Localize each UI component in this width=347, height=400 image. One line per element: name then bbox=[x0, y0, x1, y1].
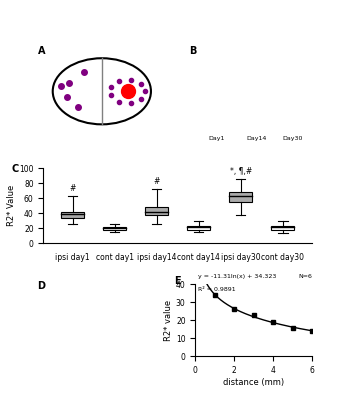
FancyBboxPatch shape bbox=[61, 212, 84, 218]
FancyBboxPatch shape bbox=[145, 207, 168, 215]
Text: Day1: Day1 bbox=[208, 136, 225, 141]
Text: A: A bbox=[37, 46, 45, 56]
Text: Day30: Day30 bbox=[282, 136, 303, 141]
Text: #: # bbox=[154, 177, 160, 186]
Text: B: B bbox=[189, 46, 197, 56]
Text: Day14: Day14 bbox=[246, 136, 266, 141]
Text: *, ¶,#: *, ¶,# bbox=[230, 166, 252, 176]
Text: D: D bbox=[37, 281, 45, 291]
Text: y = -11.31ln(x) + 34.323: y = -11.31ln(x) + 34.323 bbox=[198, 274, 276, 279]
Y-axis label: R2* Value: R2* Value bbox=[7, 185, 16, 226]
FancyBboxPatch shape bbox=[187, 226, 210, 230]
Text: E: E bbox=[174, 276, 181, 286]
Text: #: # bbox=[70, 184, 76, 193]
Y-axis label: R2* value: R2* value bbox=[164, 300, 173, 341]
FancyBboxPatch shape bbox=[103, 227, 126, 230]
Text: R² = 0.9891: R² = 0.9891 bbox=[198, 287, 235, 292]
FancyBboxPatch shape bbox=[271, 226, 295, 230]
Text: N=6: N=6 bbox=[298, 274, 312, 279]
Text: C: C bbox=[11, 164, 18, 174]
X-axis label: distance (mm): distance (mm) bbox=[223, 378, 285, 386]
FancyBboxPatch shape bbox=[229, 192, 252, 202]
